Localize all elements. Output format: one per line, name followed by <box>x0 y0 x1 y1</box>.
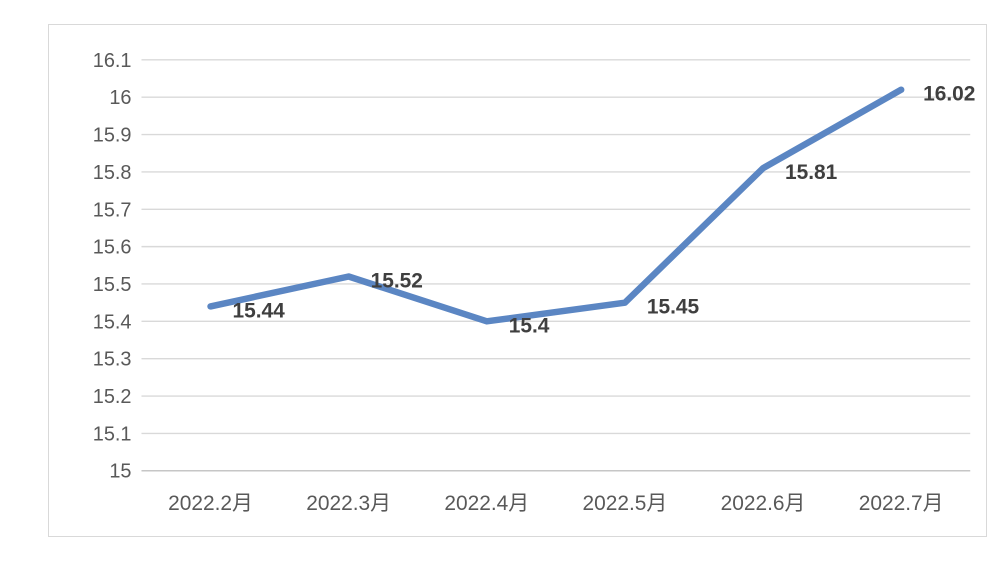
y-axis-tick-label: 15.7 <box>93 199 132 221</box>
y-axis-tick-label: 15.3 <box>93 349 132 371</box>
data-label: 15.52 <box>371 269 423 292</box>
y-axis-tick-label: 15.9 <box>93 125 132 147</box>
series-line <box>207 86 905 325</box>
x-axis-tick-label: 2022.4月 <box>444 492 529 515</box>
x-axis-tick-label: 2022.6月 <box>721 492 806 515</box>
line-chart: 15 15.1 15.2 15.3 15.4 15.5 15.6 15.7 15.8 15.9 16… <box>48 24 987 537</box>
data-label: 15.45 <box>647 296 700 319</box>
y-axis-tick-label: 15.6 <box>93 237 132 259</box>
x-axis-tick-label: 2022.2月 <box>168 492 253 515</box>
y-axis-tick-label: 15.1 <box>93 423 132 445</box>
y-axis-tick-label: 15 <box>109 461 131 483</box>
x-axis-tick-label: 2022.7月 <box>859 492 944 515</box>
y-axis-tick-label: 16 <box>109 87 131 109</box>
data-label: 15.4 <box>509 314 550 337</box>
y-axis-tick-label: 15.4 <box>93 311 132 333</box>
data-label: 15.44 <box>232 299 285 322</box>
y-axis-tick-label: 16.1 <box>93 50 132 72</box>
y-axis-tick-label: 15.8 <box>93 162 132 184</box>
data-label: 16.02 <box>923 83 975 106</box>
data-label: 15.81 <box>785 161 838 184</box>
x-axis-tick-label: 2022.3月 <box>306 492 391 515</box>
chart-plot-area: 15 15.1 15.2 15.3 15.4 15.5 15.6 15.7 15.8 15.9 16… <box>93 50 976 515</box>
x-axis-tick-label: 2022.5月 <box>582 492 667 515</box>
y-axis-tick-label: 15.5 <box>93 274 132 296</box>
y-axis-tick-label: 15.2 <box>93 386 132 408</box>
